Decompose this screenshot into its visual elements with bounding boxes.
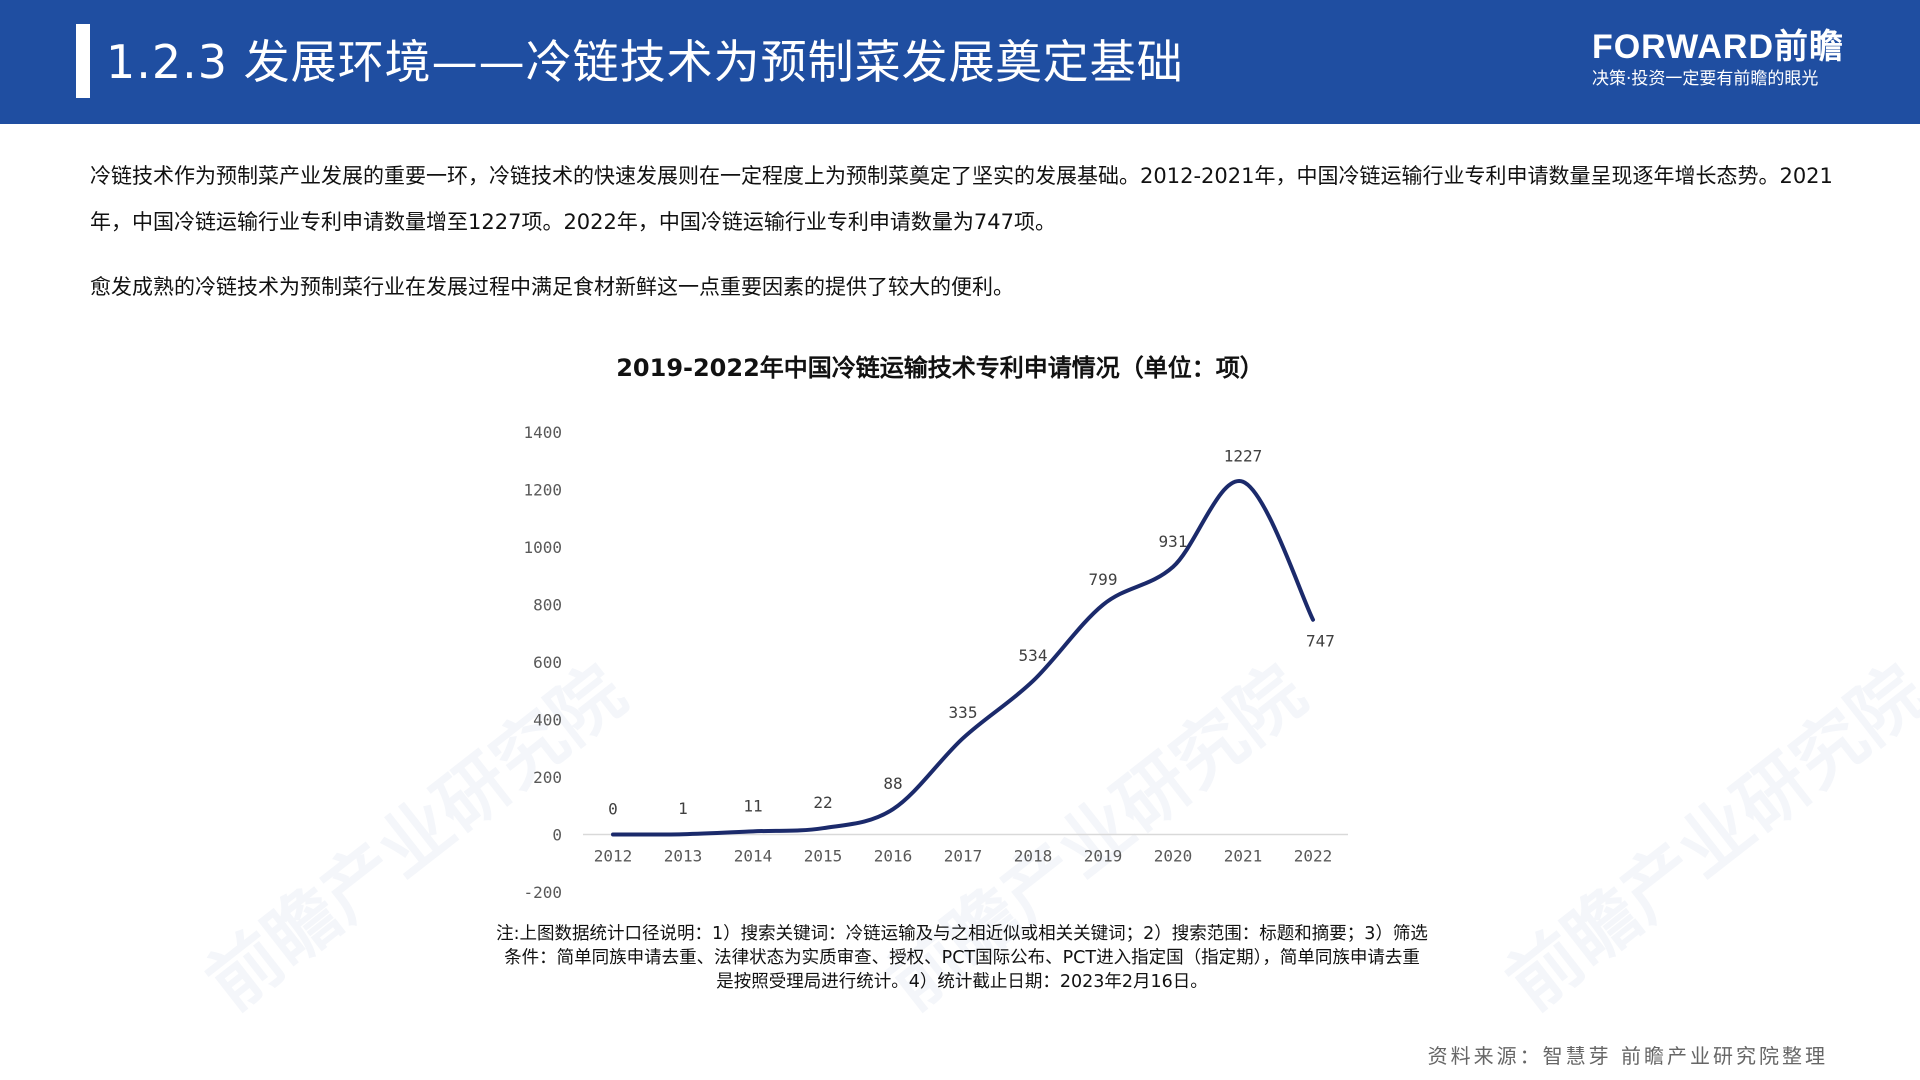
y-tick-label: 600 (533, 653, 562, 672)
y-tick-label: 1400 (523, 423, 562, 442)
x-tick-label: 2022 (1294, 847, 1333, 866)
x-tick-label: 2016 (874, 847, 913, 866)
data-label: 1 (678, 799, 688, 818)
x-tick-label: 2020 (1154, 847, 1193, 866)
y-tick-label: -200 (523, 883, 562, 902)
logo-slogan: 决策·投资一定要有前瞻的眼光 (1591, 69, 1819, 89)
data-label: 747 (1306, 632, 1335, 651)
logo-brand: FORWARD前瞻 (1591, 28, 1844, 66)
x-tick-label: 2012 (594, 847, 633, 866)
y-tick-label: 400 (533, 711, 562, 730)
page-title: 1.2.3 发展环境——冷链技术为预制菜发展奠定基础 (106, 35, 1184, 89)
data-label: 0 (608, 800, 618, 819)
data-label: 335 (949, 703, 978, 722)
x-tick-label: 2014 (734, 847, 773, 866)
y-tick-label: 1000 (523, 538, 562, 557)
x-tick-label: 2015 (804, 847, 843, 866)
data-label: 534 (1019, 646, 1048, 665)
summary-paragraph: 愈发成熟的冷链技术为预制菜行业在发展过程中满足食材新鲜这一点重要因素的提供了较大… (90, 275, 1014, 299)
y-tick-label: 1200 (523, 481, 562, 500)
forward-logo: FORWARD前瞻 决策·投资一定要有前瞻的眼光 (1592, 28, 1844, 92)
x-tick-label: 2021 (1224, 847, 1263, 866)
series-line (611, 479, 1315, 837)
y-tick-label: 800 (533, 596, 562, 615)
data-label: 11 (743, 796, 762, 815)
y-tick-label: 0 (552, 826, 562, 845)
y-tick-label: 200 (533, 768, 562, 787)
x-tick-label: 2019 (1084, 847, 1123, 866)
x-tick-label: 2018 (1014, 847, 1053, 866)
x-axis: 2012 2013 2014 2015 2016 2017 2018 2019 2020 2021… (594, 847, 1333, 866)
chart-title: 2019-2022年中国冷链运输技术专利申请情况（单位：项） (616, 354, 1264, 382)
y-axis: -200 0 200 400 600 800 1000 1200 1400 (523, 423, 562, 902)
title-accent-bar (76, 24, 90, 98)
data-label: 1227 (1224, 447, 1263, 466)
intro-paragraph: 冷链技术作为预制菜产业发展的重要一环，冷链技术的快速发展则在一定程度上为预制菜奠… (90, 164, 1833, 234)
data-label: 22 (813, 793, 832, 812)
footnote: 注:上图数据统计口径说明：1）搜索关键词：冷链运输及与之相近似或相关关键词；2）… (496, 924, 1428, 992)
data-label: 88 (883, 774, 902, 793)
x-tick-label: 2017 (944, 847, 983, 866)
data-label: 799 (1089, 570, 1118, 589)
x-tick-label: 2013 (664, 847, 703, 866)
header-banner: 1.2.3 发展环境——冷链技术为预制菜发展奠定基础 FORWARD前瞻 决策·… (0, 0, 1920, 124)
data-label: 931 (1159, 532, 1188, 551)
source-credit: 资料来源：智慧芽 前瞻产业研究院整理 (1427, 1044, 1828, 1068)
